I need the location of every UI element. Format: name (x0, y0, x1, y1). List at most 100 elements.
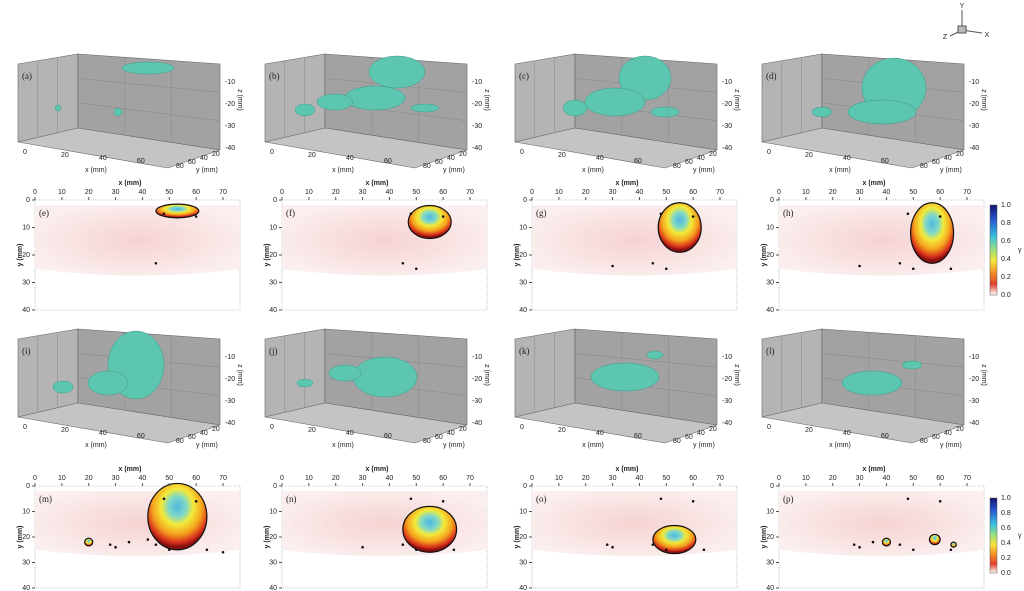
y-tick-label: 60 (188, 159, 196, 166)
y-tick-label: 0 (523, 483, 527, 490)
x-tick-label: 30 (609, 475, 617, 482)
z-axis-title: z (mm) (236, 89, 243, 111)
colorbar-tick-label: 0.0 (1001, 292, 1011, 299)
y-tick-label: 20 (459, 151, 467, 158)
speck (611, 265, 614, 268)
colorbar-tick-label: 0.4 (1001, 540, 1011, 547)
speck (652, 543, 655, 546)
z-tick-label: -10 (969, 79, 979, 86)
iso-surface (585, 88, 645, 116)
z-tick-label: -20 (472, 101, 482, 108)
panel-label: (h) (783, 208, 794, 218)
speck (163, 212, 166, 215)
iso-surface (812, 107, 832, 117)
x-tick-label: 70 (716, 475, 724, 482)
x-axis-title: x (mm) (616, 466, 639, 473)
speck (872, 541, 875, 544)
y-tick-label: 40 (519, 307, 527, 314)
speck (703, 548, 706, 551)
colorbar-label: γ (1018, 532, 1022, 539)
y-tick-label: 60 (685, 159, 693, 166)
x-tick-label: 40 (99, 155, 107, 162)
x-tick-label: 60 (936, 189, 944, 196)
x-tick-label: 60 (634, 433, 642, 440)
speck (939, 500, 942, 503)
x-tick-label: 20 (582, 189, 590, 196)
x-tick-label: 0 (23, 149, 27, 156)
z-tick-label: -20 (722, 101, 732, 108)
x-tick-label: 10 (305, 475, 313, 482)
x-axis-title: x (mm) (85, 167, 107, 174)
speck (415, 548, 418, 551)
speck (195, 215, 198, 218)
z-tick-label: -10 (472, 354, 482, 361)
speck (410, 212, 413, 215)
x-tick-label: 70 (963, 189, 971, 196)
x-tick-label: 10 (58, 475, 66, 482)
y-tick-label: 0 (770, 197, 774, 204)
x-tick-label: 30 (359, 189, 367, 196)
intermittency-region (403, 506, 457, 552)
speck (402, 262, 405, 265)
speck (606, 543, 609, 546)
y-tick-label: 40 (22, 307, 30, 314)
x-tick-label: 20 (829, 475, 837, 482)
y-tick-label: 30 (22, 279, 30, 286)
speck (114, 546, 117, 549)
speck (611, 546, 614, 549)
z-tick-label: -40 (722, 420, 732, 427)
heatmap: 010203040506070x (mm)010203040y (mm)(e) (17, 180, 240, 314)
y-tick-label: 40 (22, 585, 30, 591)
speck (109, 543, 112, 546)
z-tick-label: -10 (722, 79, 732, 86)
y-tick-label: 40 (944, 155, 952, 162)
colorbar-tick-label: 0.6 (1001, 525, 1011, 532)
x-axis-title: x (mm) (332, 442, 354, 449)
panel-label: (k) (519, 346, 530, 356)
y-tick-label: 60 (685, 434, 693, 441)
speck (206, 548, 209, 551)
z-axis-title: z (mm) (733, 364, 740, 386)
x-tick-label: 0 (270, 149, 274, 156)
x-tick-label: 40 (386, 189, 394, 196)
colorbar-tick-label: 0.2 (1001, 555, 1011, 562)
wall (265, 54, 325, 142)
colorbar (990, 498, 997, 573)
y-tick-label: 80 (423, 438, 431, 445)
x-tick-label: 40 (883, 189, 891, 196)
z-tick-label: -10 (225, 354, 235, 361)
y-tick-label: 60 (932, 159, 940, 166)
speck (692, 500, 695, 503)
iso-surface (88, 371, 128, 395)
x-tick-label: 0 (530, 475, 534, 482)
y-axis-title: y (mm) (514, 526, 521, 549)
x-tick-label: 0 (23, 424, 27, 431)
x-tick-label: 20 (829, 189, 837, 196)
iso-surface (591, 363, 659, 391)
x-tick-label: 40 (139, 189, 147, 196)
iso-surface (651, 107, 679, 117)
y-tick-label: 30 (766, 559, 774, 566)
x-tick-label: 0 (280, 189, 284, 196)
x-axis-title: x (mm) (582, 442, 604, 449)
x-tick-label: 20 (332, 475, 340, 482)
x-tick-label: 50 (662, 475, 670, 482)
heatmap: 010203040506070x (mm)010203040y (mm)(m) (17, 466, 240, 591)
speck (858, 546, 861, 549)
speck (168, 548, 171, 551)
x-tick-label: 20 (582, 475, 590, 482)
x-tick-label: 40 (386, 475, 394, 482)
iso-surface (295, 104, 315, 116)
x-tick-label: 60 (384, 433, 392, 440)
speck (853, 543, 856, 546)
z-tick-label: -30 (225, 398, 235, 405)
y-axis-title: y (mm) (17, 526, 24, 549)
speck (155, 262, 158, 265)
y-axis-title: y (mm) (443, 442, 465, 449)
x-tick-label: 60 (881, 433, 889, 440)
x-tick-label: 60 (192, 475, 200, 482)
panel-label: (e) (39, 208, 49, 218)
triad-label: X (985, 32, 990, 39)
background-field (532, 491, 737, 556)
plot-3d (265, 329, 467, 443)
